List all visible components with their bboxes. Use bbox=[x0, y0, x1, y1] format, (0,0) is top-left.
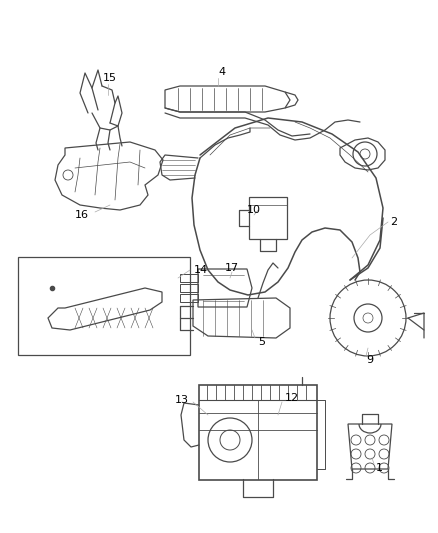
Text: 10: 10 bbox=[247, 205, 261, 215]
Bar bbox=[18, 257, 190, 355]
Bar bbox=[199, 385, 317, 480]
Text: 2: 2 bbox=[390, 217, 397, 227]
Bar bbox=[249, 197, 287, 239]
Text: 15: 15 bbox=[103, 73, 117, 83]
Text: 13: 13 bbox=[175, 395, 189, 405]
Text: 16: 16 bbox=[75, 210, 89, 220]
Text: 5: 5 bbox=[258, 337, 265, 347]
Text: 12: 12 bbox=[285, 393, 299, 403]
Text: 1: 1 bbox=[376, 463, 383, 473]
Text: 14: 14 bbox=[194, 265, 208, 275]
Text: 17: 17 bbox=[225, 263, 239, 273]
Text: 9: 9 bbox=[366, 355, 373, 365]
Text: 4: 4 bbox=[218, 67, 225, 77]
